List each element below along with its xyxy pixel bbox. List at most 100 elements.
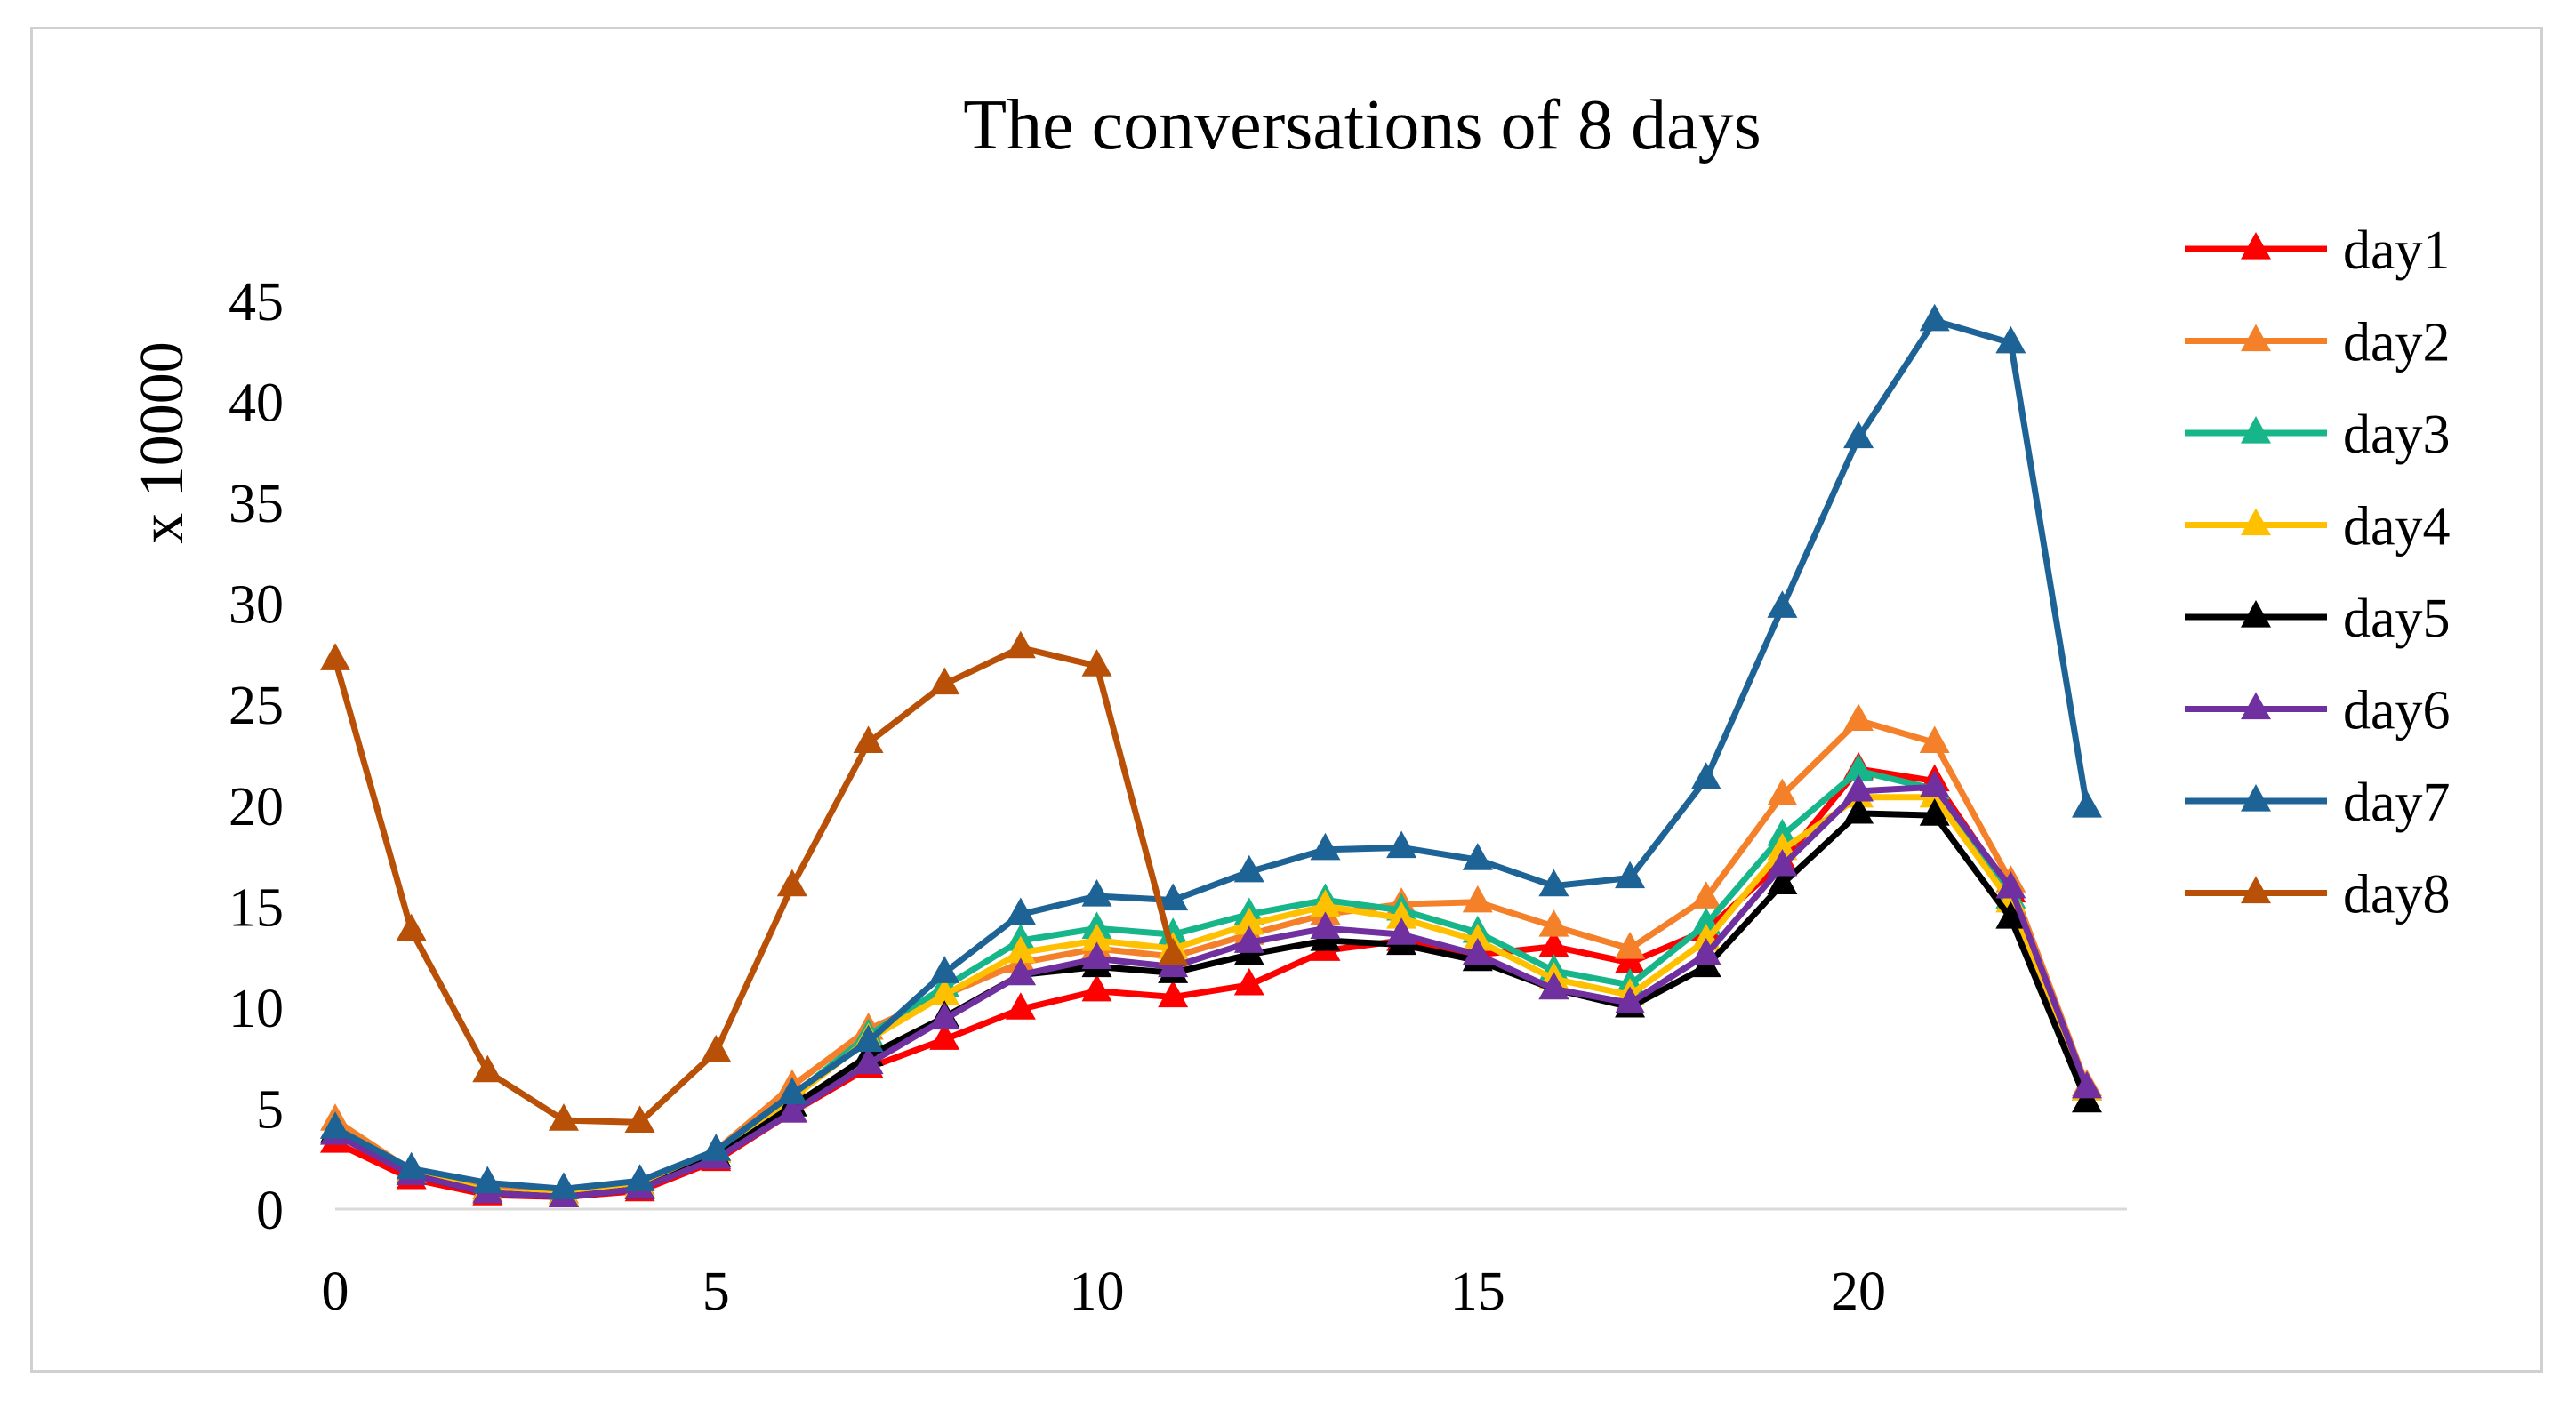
data-point-day7-x22: [1995, 325, 2026, 354]
legend-item-day4: day4: [2185, 497, 2451, 557]
data-point-day6-x10: [1081, 941, 1112, 970]
legend-label: day3: [2343, 405, 2451, 465]
legend-label: day2: [2343, 313, 2451, 373]
chart-title: The conversations of 8 days: [963, 86, 1761, 164]
data-point-day1-x11: [1158, 980, 1189, 1008]
x-tick-label: 5: [702, 1262, 730, 1322]
y-tick-label: 5: [256, 1079, 284, 1140]
data-point-day8-x3: [548, 1103, 579, 1131]
data-point-day2-x16: [1538, 909, 1569, 937]
data-point-day6-x22: [1995, 870, 2026, 899]
legend-item-day3: day3: [2185, 405, 2451, 465]
data-point-day6-x8: [929, 1002, 960, 1030]
data-point-day3-x20: [1843, 754, 1874, 781]
data-point-day6-x12: [1233, 925, 1264, 953]
y-tick-label: 40: [229, 373, 284, 434]
data-point-day4-x12: [1233, 907, 1264, 935]
data-point-day6-x23: [2072, 1070, 2102, 1099]
y-tick-label: 35: [229, 474, 284, 534]
series-line-day5: [333, 810, 2090, 1200]
legend-label: day4: [2343, 497, 2451, 557]
data-point-day7-x9: [1005, 897, 1036, 925]
data-point-day7-x1: [396, 1151, 427, 1180]
data-point-day8-x0: [320, 643, 350, 670]
data-point-day8-x8: [929, 667, 960, 695]
legend-marker: [2241, 508, 2271, 536]
data-point-day1-x17: [1615, 945, 1646, 973]
data-point-day5-x20: [1843, 796, 1874, 824]
data-point-day4-x8: [929, 978, 960, 1005]
chart-frame: The conversations of 8 days x 10000 0 5 10…: [30, 27, 2543, 1373]
data-point-day7-x18: [1690, 762, 1721, 789]
y-tick-label: 20: [229, 777, 284, 837]
data-point-day7-x7: [853, 1024, 884, 1053]
legend: day1 day2 day3 day4 day5 day6 day7 day8: [2185, 220, 2451, 925]
data-point-day4-x15: [1462, 923, 1493, 951]
y-tick-label: 0: [256, 1181, 284, 1241]
data-point-day7-x2: [472, 1166, 503, 1194]
data-point-day7-x11: [1158, 883, 1189, 911]
data-point-day6-x20: [1843, 773, 1874, 802]
line-chart: The conversations of 8 days x 10000 0 5 10…: [128, 86, 2451, 1322]
y-tick-labels: 0 5 10 15 20 25 30 35 40 45: [229, 272, 284, 1241]
data-point-day6-x21: [1919, 770, 1950, 797]
data-point-day8-x6: [776, 869, 807, 897]
data-point-day6-x6: [776, 1095, 807, 1123]
data-point-day4-x10: [1081, 923, 1112, 951]
data-point-day7-x3: [548, 1172, 579, 1199]
data-point-day7-x4: [624, 1164, 655, 1191]
data-point-day8-x11: [1158, 937, 1189, 965]
data-point-day7-x0: [320, 1111, 350, 1139]
legend-item-day1: day1: [2185, 220, 2451, 281]
data-point-day7-x5: [701, 1134, 732, 1161]
data-point-day2-x18: [1690, 881, 1721, 909]
legend-label: day7: [2343, 773, 2451, 833]
data-point-day2-x21: [1919, 725, 1950, 754]
x-tick-label: 0: [322, 1262, 349, 1322]
data-point-day7-x21: [1919, 303, 1950, 332]
y-axis-label: x 10000: [128, 341, 197, 544]
legend-label: day8: [2343, 865, 2451, 925]
legend-marker: [2241, 876, 2271, 904]
legend-label: day5: [2343, 589, 2451, 649]
legend-marker: [2241, 784, 2271, 812]
legend-marker: [2241, 324, 2271, 352]
data-point-day4-x9: [1005, 935, 1036, 964]
data-point-day8-x7: [853, 725, 884, 754]
series-day8: [320, 630, 1189, 1133]
data-point-day8-x10: [1081, 649, 1112, 677]
data-point-day8-x9: [1005, 630, 1036, 659]
legend-item-day5: day5: [2185, 589, 2451, 649]
series-line-day8: [332, 645, 1176, 1126]
legend-item-day8: day8: [2185, 865, 2451, 925]
x-tick-label: 15: [1450, 1262, 1505, 1322]
data-point-day8-x1: [396, 913, 427, 941]
data-point-day6-x7: [853, 1046, 884, 1075]
data-point-day2-x17: [1615, 932, 1646, 959]
series-line-day4: [333, 794, 2090, 1198]
legend-marker: [2241, 600, 2271, 628]
data-point-day7-x23: [2072, 790, 2102, 818]
data-point-day6-x9: [1005, 957, 1036, 986]
y-tick-label: 10: [229, 979, 284, 1039]
data-point-day7-x13: [1310, 832, 1341, 861]
data-point-day5-x23: [2072, 1085, 2102, 1113]
data-point-day6-x13: [1310, 911, 1341, 939]
data-point-day2-x20: [1843, 703, 1874, 732]
series-day1: [320, 751, 2102, 1208]
data-point-day7-x12: [1233, 854, 1264, 883]
data-point-day6-x14: [1386, 917, 1417, 945]
data-point-day2-x19: [1767, 778, 1798, 806]
data-point-day7-x19: [1767, 590, 1798, 618]
y-tick-label: 15: [229, 877, 284, 938]
y-tick-label: 45: [229, 272, 284, 332]
data-point-day7-x14: [1386, 830, 1417, 859]
data-point-day4-x19: [1767, 832, 1798, 861]
series-line-day7: [333, 317, 2090, 1192]
legend-marker: [2241, 416, 2271, 444]
series-day5: [320, 796, 2102, 1208]
data-point-day7-x17: [1615, 861, 1646, 889]
data-point-day7-x20: [1843, 421, 1874, 449]
data-point-day7-x15: [1462, 843, 1493, 870]
series-day7: [320, 303, 2102, 1199]
